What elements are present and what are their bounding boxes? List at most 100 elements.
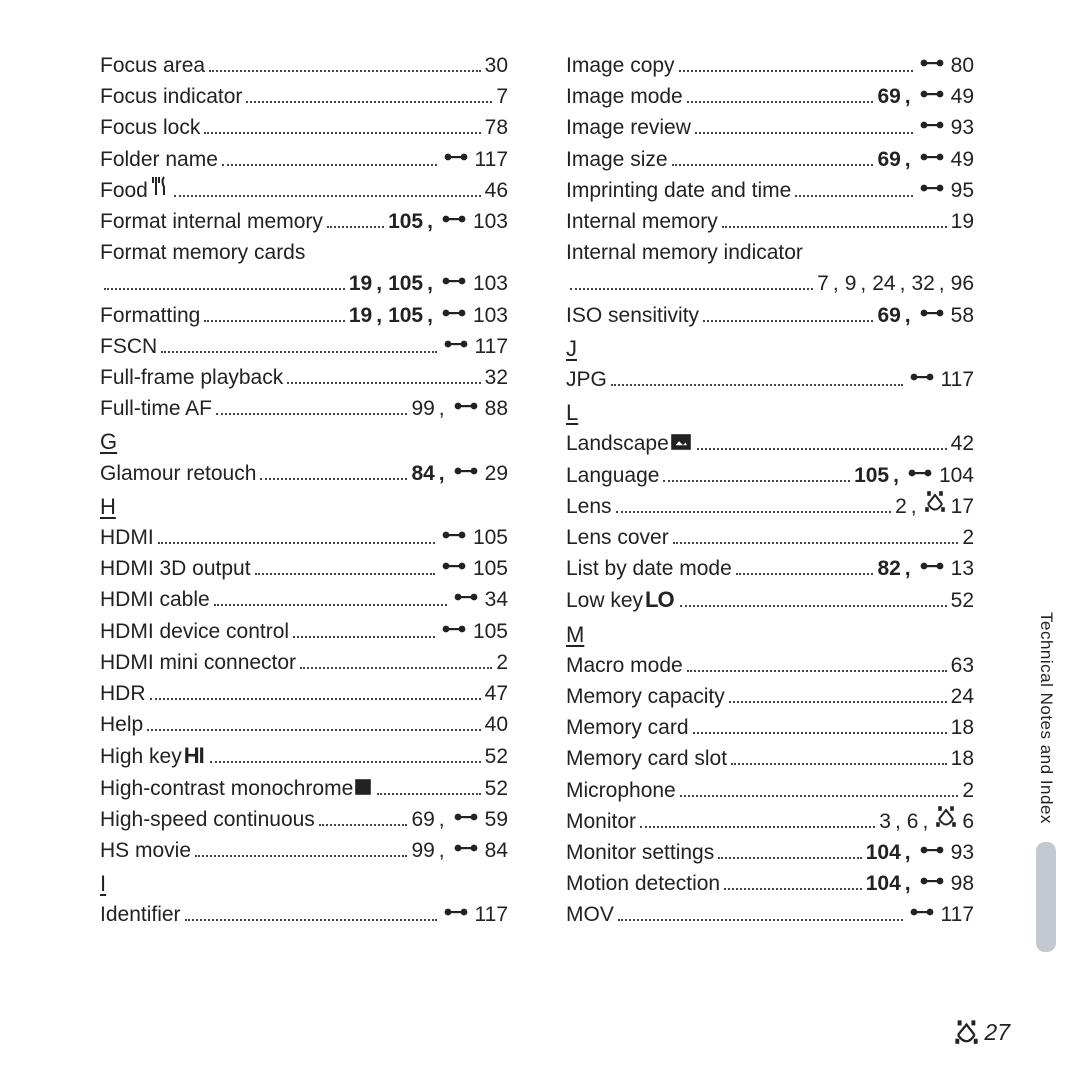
- dot-leader: [693, 732, 947, 734]
- index-entry: Memory capacity24: [566, 681, 974, 712]
- dot-leader: [795, 195, 912, 197]
- page-ref: 52: [951, 585, 974, 616]
- dot-leader: [195, 855, 407, 857]
- highkey-icon: HI: [184, 740, 204, 771]
- index-term-text: Help: [100, 709, 143, 740]
- index-pages: 34: [451, 584, 508, 615]
- dot-leader: [640, 826, 875, 828]
- index-term-text: Full-frame playback: [100, 362, 283, 393]
- page-ref: 49: [951, 81, 974, 112]
- page-ref: 2: [895, 491, 907, 522]
- index-column-right: Image copy80Image mode 69, 49 Image review 9…: [566, 50, 974, 931]
- index-term-text: JPG: [566, 364, 607, 395]
- ref-icon: [907, 468, 933, 482]
- page-ref: 6: [962, 806, 974, 837]
- section-tab-bar: [1036, 842, 1056, 952]
- index-term: Formatting: [100, 300, 200, 331]
- index-term: Language: [566, 460, 659, 491]
- ref-icon: [919, 308, 945, 322]
- index-term-text: Low key: [566, 585, 643, 616]
- index-pages: 105: [439, 522, 508, 553]
- index-pages: 18: [951, 743, 974, 774]
- ref-icon: [441, 276, 467, 290]
- page-ref: 105: [473, 616, 508, 647]
- index-term: Food: [100, 175, 170, 206]
- index-term-text: High-speed continuous: [100, 804, 315, 835]
- index-term: Format internal memory: [100, 206, 323, 237]
- index-section-m: M: [566, 619, 974, 650]
- page-number: 27: [984, 1019, 1010, 1046]
- page-ref: 82: [877, 553, 900, 584]
- page-ref: 13: [951, 553, 974, 584]
- page-ref: 2: [496, 647, 508, 678]
- page-ref: 84: [485, 835, 508, 866]
- page-ref: 29: [485, 458, 508, 489]
- dot-leader: [731, 763, 947, 765]
- index-entry: Imprinting date and time95: [566, 175, 974, 206]
- index-term: Image review: [566, 112, 691, 143]
- ref-icon: [919, 845, 945, 859]
- index-columns: Focus area30Focus indicator7Focus lock78…: [100, 50, 1010, 931]
- index-pages: 7,9,24,32,96: [817, 268, 974, 299]
- page-ref: 47: [485, 678, 508, 709]
- index-term-text: Internal memory indicator: [566, 237, 803, 268]
- index-entry: Help40: [100, 709, 508, 740]
- index-section-h: H: [100, 491, 508, 522]
- index-entry: ISO sensitivity69,58: [566, 300, 974, 331]
- separator: ,: [860, 268, 866, 299]
- dot-leader: [174, 195, 481, 197]
- page-ref: 18: [951, 743, 974, 774]
- index-term: Microphone: [566, 775, 676, 806]
- ref-icon: [919, 152, 945, 166]
- index-term: HDMI device control: [100, 616, 289, 647]
- index-term-text: HS movie: [100, 835, 191, 866]
- dot-leader: [697, 448, 947, 450]
- index-pages: 2: [962, 775, 974, 806]
- ref-icon: [453, 466, 479, 480]
- index-pages: 30: [485, 50, 508, 81]
- ref-icon: [443, 152, 469, 166]
- ref-icon: [453, 592, 479, 606]
- index-pages: 93: [917, 112, 974, 143]
- index-term-text: MOV: [566, 899, 614, 930]
- separator: ,: [427, 206, 433, 237]
- page-ref: 6: [907, 806, 919, 837]
- dot-leader: [672, 164, 874, 166]
- index-entry: MOV117: [566, 899, 974, 930]
- index-entry: List by date mode82,13: [566, 553, 974, 584]
- index-section-l: L: [566, 397, 974, 428]
- separator: ,: [439, 458, 445, 489]
- mono-icon: [355, 779, 371, 795]
- index-entry: Image copy80: [566, 50, 974, 81]
- index-entry: Format internal memory105,103: [100, 206, 508, 237]
- dot-leader: [209, 70, 481, 72]
- index-page: Focus area30Focus indicator7Focus lock78…: [0, 0, 1080, 1080]
- index-term-text: High-contrast monochrome: [100, 773, 353, 804]
- page-ref: 7: [817, 268, 829, 299]
- dot-leader: [679, 70, 913, 72]
- page-ref: 32: [485, 362, 508, 393]
- index-pages: 52: [485, 741, 508, 772]
- dot-leader: [722, 226, 947, 228]
- dot-leader: [222, 164, 437, 166]
- page-ref: 104: [866, 837, 901, 868]
- page-ref: 69: [877, 144, 900, 175]
- dot-leader: [185, 919, 437, 921]
- separator: ,: [911, 491, 917, 522]
- ref-icon: [441, 214, 467, 228]
- index-term: Image mode: [566, 81, 683, 112]
- index-entry: Glamour retouch84,29: [100, 458, 508, 489]
- index-entry: Folder name117: [100, 144, 508, 175]
- index-entry: Motion detection104,98: [566, 868, 974, 899]
- index-entry: Lens cover2: [566, 522, 974, 553]
- index-term-text: Format internal memory: [100, 206, 323, 237]
- ref-icon: [453, 401, 479, 415]
- page-ref: 52: [485, 773, 508, 804]
- index-term: Memory card: [566, 712, 689, 743]
- index-entry: Memory card slot18: [566, 743, 974, 774]
- dot-leader: [147, 729, 480, 731]
- ref-icon: [919, 58, 945, 72]
- index-pages: 42: [951, 428, 974, 459]
- index-term: Imprinting date and time: [566, 175, 791, 206]
- separator: ,: [376, 300, 382, 331]
